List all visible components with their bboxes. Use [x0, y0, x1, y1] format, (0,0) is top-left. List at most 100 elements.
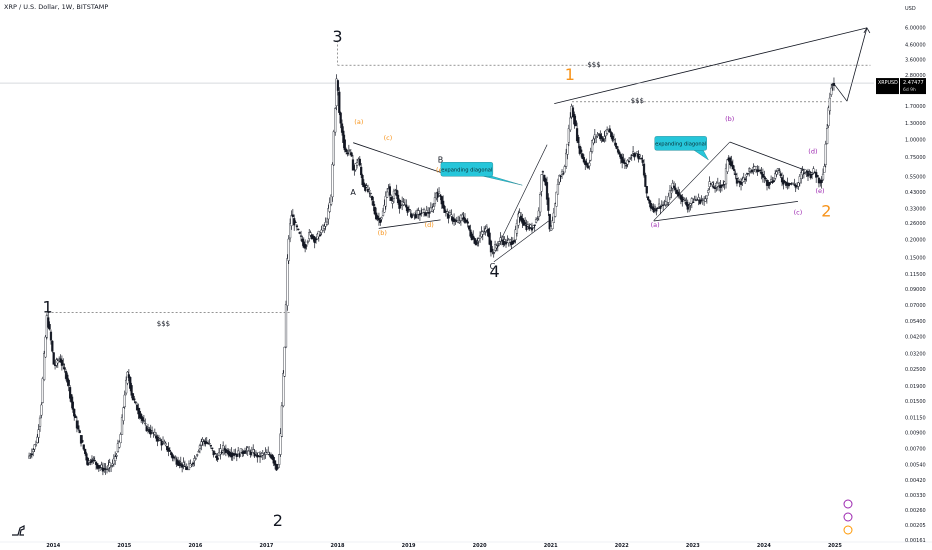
- y-tick-label: 0.00540: [905, 462, 926, 468]
- candle-body: [504, 241, 508, 245]
- wave-label: B: [438, 156, 444, 165]
- y-tick-label: 0.00700: [905, 446, 926, 452]
- candle-body: [656, 207, 659, 209]
- candle-body: [536, 218, 539, 220]
- candle-body: [391, 201, 394, 204]
- candle-body: [331, 164, 334, 198]
- candle-body: [606, 129, 609, 134]
- candle-body: [33, 444, 36, 450]
- y-tick-label: 1.00000: [905, 137, 926, 143]
- candle-body: [212, 450, 215, 456]
- candle-body: [369, 192, 372, 195]
- candle-body: [647, 196, 650, 200]
- candle-body: [295, 225, 299, 228]
- candle-body: [705, 195, 708, 199]
- candle-body: [783, 181, 786, 183]
- y-tick-label: 0.03200: [905, 352, 926, 358]
- candle-body: [517, 213, 520, 226]
- candle-body: [779, 173, 782, 177]
- candle-body: [589, 151, 592, 161]
- candle-body: [444, 211, 447, 213]
- candle-body: [386, 191, 389, 198]
- y-tick-label: 2.80000: [905, 73, 926, 79]
- candle-body: [604, 130, 607, 137]
- candle-body: [93, 459, 96, 462]
- candle-body: [287, 238, 290, 261]
- wave-label: 4: [489, 262, 499, 281]
- y-tick-label: 0.00205: [905, 523, 926, 529]
- candle-body: [205, 441, 208, 444]
- event-marker-icon[interactable]: [843, 499, 853, 509]
- candle-body: [476, 242, 479, 244]
- candle-body: [513, 240, 516, 243]
- candle-body: [116, 443, 120, 453]
- candle-body: [562, 173, 565, 175]
- candle-body: [339, 112, 342, 124]
- candle-body: [34, 444, 38, 447]
- candle-body: [297, 228, 300, 230]
- candle-body: [424, 212, 427, 216]
- y-tick-label: 3.60000: [905, 58, 926, 64]
- candle-body: [806, 171, 810, 177]
- candle-body: [417, 210, 420, 215]
- candle-body: [678, 193, 681, 195]
- candle-body: [496, 245, 499, 247]
- candle-body: [514, 229, 517, 241]
- candle-body: [763, 176, 766, 178]
- x-tick-label: 2017: [260, 543, 274, 549]
- candle-body: [196, 454, 199, 456]
- candle-body: [525, 224, 528, 230]
- event-marker-icon[interactable]: [843, 525, 853, 535]
- candle-body: [342, 130, 345, 143]
- projection-arrow-head: [863, 27, 871, 34]
- candle-body: [667, 196, 670, 203]
- candle-body: [291, 214, 294, 218]
- candle-body: [150, 430, 154, 432]
- candle-body: [246, 447, 249, 451]
- candle-body: [615, 145, 618, 149]
- candle-body: [580, 149, 583, 153]
- sub-wave-label: (a): [354, 118, 363, 126]
- candle-body: [832, 83, 836, 86]
- y-tick-label: 0.00420: [905, 478, 926, 484]
- candle-body: [237, 450, 240, 455]
- candle-body: [528, 226, 531, 230]
- candle-body: [539, 193, 542, 213]
- candle-body: [442, 200, 445, 209]
- candle-body: [345, 148, 348, 153]
- candle-body: [530, 227, 534, 231]
- candle-body: [582, 157, 585, 163]
- candle-body: [800, 172, 803, 179]
- candle-body: [648, 199, 651, 204]
- candle-body: [425, 210, 428, 213]
- y-tick-label: 4.60000: [905, 42, 926, 48]
- candle-body: [754, 166, 758, 170]
- candle-body: [652, 207, 655, 212]
- callout-box[interactable]: [440, 162, 494, 177]
- candle-body: [100, 464, 103, 468]
- candle-body: [637, 153, 640, 160]
- y-tick-label: 0.11500: [905, 272, 926, 278]
- candle-body: [320, 229, 323, 233]
- candle-body: [808, 171, 811, 174]
- callout-pointer: [478, 175, 523, 186]
- candle-body: [120, 417, 124, 435]
- candle-body: [275, 463, 278, 471]
- candle-body: [351, 159, 355, 171]
- candle-body: [640, 157, 643, 160]
- projection-line: [846, 27, 868, 102]
- candle-body: [405, 204, 408, 208]
- candle-body: [551, 220, 554, 230]
- callout-box[interactable]: [654, 136, 707, 151]
- candle-body: [636, 151, 639, 154]
- candle-body: [47, 317, 50, 328]
- candle-body: [200, 441, 203, 446]
- candle-body: [411, 214, 415, 216]
- event-marker-icon[interactable]: [843, 512, 853, 522]
- candle-body: [697, 197, 700, 200]
- candle-body: [638, 154, 642, 157]
- candle-body: [759, 170, 762, 172]
- candle-body: [672, 185, 676, 188]
- candle-body: [563, 166, 566, 173]
